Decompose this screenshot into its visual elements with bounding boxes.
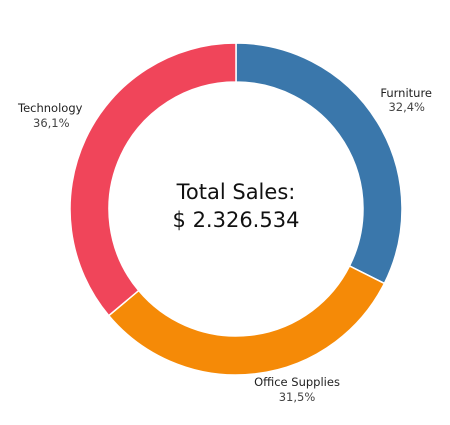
center-value: $ 2.326.534 (173, 208, 300, 232)
slice-label-office-supplies: Office Supplies (254, 375, 340, 389)
slice-pct-office-supplies: 31,5% (279, 390, 316, 404)
slice-technology (69, 42, 237, 317)
slice-office-supplies (107, 264, 386, 376)
slice-label-furniture: Furniture (380, 86, 432, 100)
slice-pct-furniture: 32,4% (388, 100, 425, 114)
center-title: Total Sales: (176, 180, 296, 204)
slice-pct-technology: 36,1% (33, 116, 70, 130)
slice-furniture (235, 42, 403, 285)
slice-label-technology: Technology (17, 101, 83, 115)
donut-slices (69, 42, 403, 376)
